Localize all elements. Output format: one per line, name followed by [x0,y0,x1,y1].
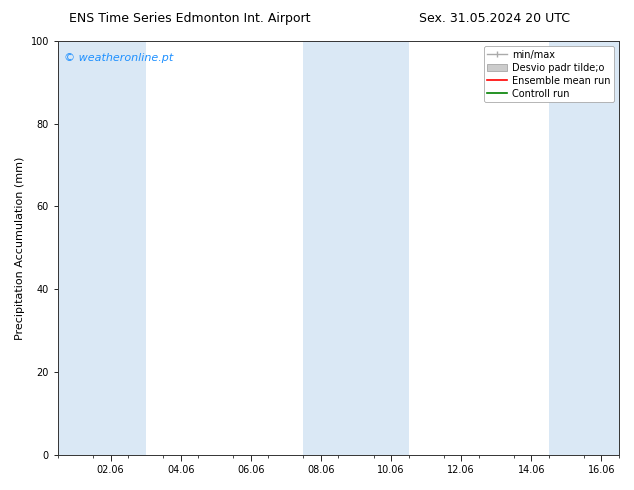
Bar [58,41,146,455]
Y-axis label: Precipitation Accumulation (mm): Precipitation Accumulation (mm) [15,156,25,340]
Legend: min/max, Desvio padr tilde;o, Ensemble mean run, Controll run: min/max, Desvio padr tilde;o, Ensemble m… [484,46,614,102]
Bar [549,41,619,455]
Bar [304,41,408,455]
Text: Sex. 31.05.2024 20 UTC: Sex. 31.05.2024 20 UTC [419,12,570,25]
Text: © weatheronline.pt: © weatheronline.pt [63,53,173,64]
Text: ENS Time Series Edmonton Int. Airport: ENS Time Series Edmonton Int. Airport [70,12,311,25]
